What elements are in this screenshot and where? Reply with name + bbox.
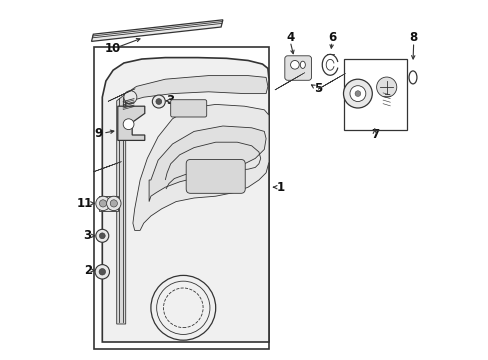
Circle shape [343,79,371,108]
Text: 2: 2 [83,264,92,277]
Polygon shape [93,166,110,172]
Text: 3: 3 [83,229,91,242]
Polygon shape [149,126,265,202]
Text: 5: 5 [314,82,322,95]
Text: 3: 3 [166,94,174,107]
Polygon shape [318,80,333,89]
Text: 9: 9 [94,127,102,140]
Polygon shape [117,94,125,324]
FancyBboxPatch shape [186,159,244,193]
FancyBboxPatch shape [170,100,206,117]
Polygon shape [133,104,268,230]
Polygon shape [274,81,290,90]
Text: 11: 11 [77,197,93,210]
Polygon shape [125,76,267,104]
Circle shape [156,99,162,104]
Circle shape [99,269,105,275]
Bar [343,59,406,130]
FancyBboxPatch shape [284,56,311,80]
Circle shape [110,200,117,207]
Circle shape [290,60,299,69]
Text: 7: 7 [370,129,378,141]
Ellipse shape [300,61,305,68]
Circle shape [95,265,109,279]
Text: 6: 6 [327,31,335,44]
Circle shape [123,91,137,104]
Circle shape [96,196,110,211]
Circle shape [152,95,165,108]
Bar [99,196,118,211]
Circle shape [96,229,108,242]
Circle shape [99,200,106,207]
Circle shape [376,77,396,97]
Circle shape [123,119,134,130]
Polygon shape [102,58,268,342]
Polygon shape [91,20,223,41]
Bar [94,47,268,349]
Text: 10: 10 [104,42,120,55]
Circle shape [349,86,365,102]
Circle shape [99,233,105,239]
Text: 8: 8 [409,31,417,44]
Text: 1: 1 [276,181,284,194]
Polygon shape [118,106,144,140]
Text: 4: 4 [285,31,294,44]
Circle shape [106,196,121,211]
Circle shape [354,91,360,96]
Polygon shape [108,94,124,102]
